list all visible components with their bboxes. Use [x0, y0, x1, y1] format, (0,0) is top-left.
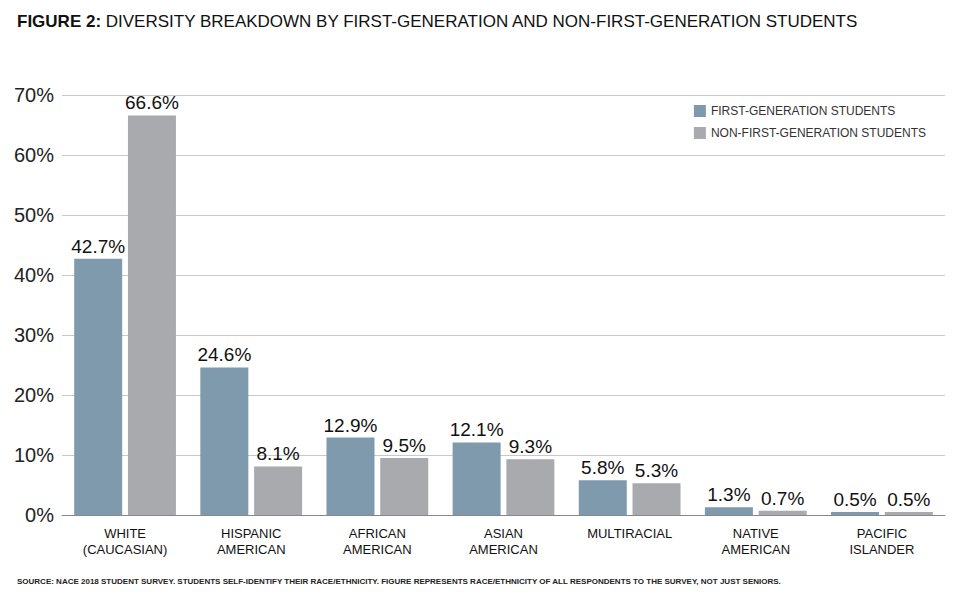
svg-text:(CAUCASIAN): (CAUCASIAN)	[83, 542, 168, 557]
svg-text:ASIAN: ASIAN	[484, 526, 523, 541]
svg-text:DIVERSITY BREAKDOWN BY FIRST-G: DIVERSITY BREAKDOWN BY FIRST-GENERATION …	[101, 12, 857, 31]
svg-text:0.5%: 0.5%	[833, 489, 876, 510]
svg-text:40%: 40%	[14, 264, 54, 286]
svg-text:66.6%: 66.6%	[125, 92, 179, 113]
svg-text:ISLANDER: ISLANDER	[849, 542, 914, 557]
svg-text:NON-FIRST-GENERATION STUDENTS: NON-FIRST-GENERATION STUDENTS	[711, 126, 926, 140]
svg-text:AFRICAN: AFRICAN	[349, 526, 406, 541]
svg-text:PACIFIC: PACIFIC	[857, 526, 907, 541]
svg-text:AMERICAN: AMERICAN	[721, 542, 790, 557]
svg-text:24.6%: 24.6%	[197, 344, 251, 365]
svg-text:12.9%: 12.9%	[324, 415, 378, 436]
svg-text:30%: 30%	[14, 324, 54, 346]
svg-text:1.3%: 1.3%	[707, 484, 750, 505]
svg-text:5.8%: 5.8%	[581, 457, 624, 478]
svg-text:AMERICAN: AMERICAN	[343, 542, 412, 557]
svg-text:0%: 0%	[25, 504, 54, 526]
svg-text:42.7%: 42.7%	[71, 236, 125, 257]
svg-text:60%: 60%	[14, 144, 54, 166]
svg-text:MULTIRACIAL: MULTIRACIAL	[587, 526, 672, 541]
svg-text:50%: 50%	[14, 204, 54, 226]
svg-text:HISPANIC: HISPANIC	[221, 526, 281, 541]
svg-text:8.1%: 8.1%	[256, 443, 299, 464]
svg-text:NATIVE: NATIVE	[733, 526, 779, 541]
svg-text:WHITE: WHITE	[104, 526, 146, 541]
svg-text:9.5%: 9.5%	[383, 435, 426, 456]
svg-text:20%: 20%	[14, 384, 54, 406]
svg-text:5.3%: 5.3%	[635, 460, 678, 481]
svg-text:0.7%: 0.7%	[761, 488, 804, 509]
svg-text:AMERICAN: AMERICAN	[217, 542, 286, 557]
svg-text:10%: 10%	[14, 444, 54, 466]
svg-text:0.5%: 0.5%	[887, 489, 930, 510]
svg-text:12.1%: 12.1%	[450, 419, 504, 440]
svg-text:FIRST-GENERATION STUDENTS: FIRST-GENERATION STUDENTS	[711, 104, 895, 118]
svg-text:AMERICAN: AMERICAN	[469, 542, 538, 557]
svg-text:FIGURE 2:: FIGURE 2:	[17, 12, 101, 31]
svg-text:70%: 70%	[14, 84, 54, 106]
svg-text:9.3%: 9.3%	[509, 436, 552, 457]
svg-text:SOURCE: NACE 2018 STUDENT SURV: SOURCE: NACE 2018 STUDENT SURVEY. STUDEN…	[17, 577, 781, 586]
